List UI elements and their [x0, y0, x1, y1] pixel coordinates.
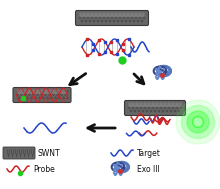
FancyBboxPatch shape — [125, 101, 185, 115]
FancyBboxPatch shape — [17, 90, 67, 94]
Text: SWNT: SWNT — [38, 149, 61, 158]
FancyBboxPatch shape — [128, 102, 182, 107]
Circle shape — [176, 100, 220, 144]
FancyBboxPatch shape — [79, 12, 145, 17]
Circle shape — [194, 118, 202, 126]
FancyBboxPatch shape — [3, 147, 35, 159]
Circle shape — [192, 116, 204, 128]
Text: Target: Target — [137, 149, 161, 158]
Text: Probe: Probe — [33, 165, 55, 174]
Circle shape — [182, 105, 214, 139]
Text: Exo III: Exo III — [137, 165, 160, 174]
Circle shape — [187, 111, 209, 133]
FancyBboxPatch shape — [13, 88, 71, 102]
FancyBboxPatch shape — [75, 11, 148, 26]
